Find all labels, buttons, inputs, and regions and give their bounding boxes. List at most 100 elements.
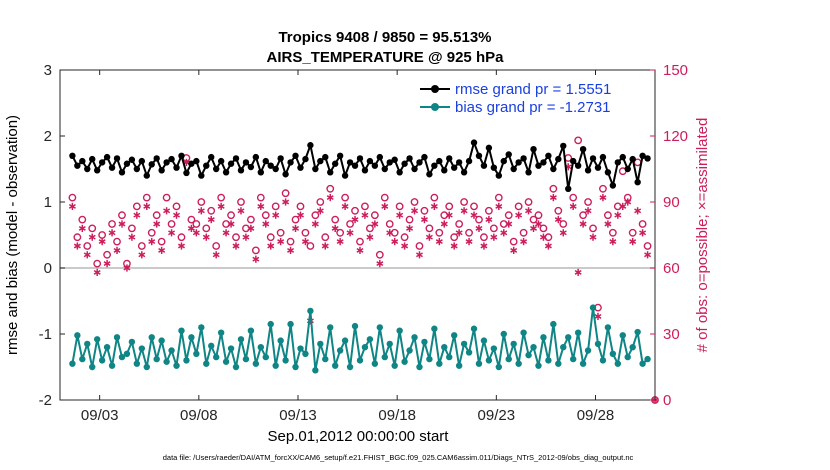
bias-point: [450, 332, 458, 339]
asterisk-stroke: [574, 269, 582, 275]
rmse-point: [133, 165, 141, 173]
rmse-point: [619, 153, 626, 161]
rmse-point: [322, 153, 329, 161]
asterisk-stroke: [415, 252, 423, 258]
obs-assimilated-point: [88, 233, 96, 241]
asterisk-stroke: [103, 261, 111, 267]
bias-point: [560, 344, 567, 351]
obs-assimilated-point: [222, 229, 230, 237]
asterisk-stroke: [624, 199, 632, 205]
bias-point: [227, 345, 235, 352]
obs-assimilated-point: [629, 238, 637, 246]
rmse-point: [183, 169, 190, 177]
asterisk-stroke: [257, 203, 265, 209]
rmse-point: [634, 179, 641, 186]
legend-bias-marker: [431, 103, 439, 111]
bias-point: [198, 324, 205, 331]
asterisk-stroke: [73, 243, 81, 249]
bias-point: [203, 360, 210, 367]
obs-assimilated-point: [435, 238, 443, 246]
obs-possible-point: [118, 211, 126, 220]
asterisk-stroke: [589, 234, 597, 240]
rmse-point: [426, 171, 433, 178]
obs-possible-point: [529, 215, 538, 224]
rmse-point: [579, 146, 587, 153]
rmse-point: [237, 167, 245, 174]
rmse-point: [98, 159, 106, 166]
rmse-point: [421, 153, 428, 161]
rmse-point: [391, 156, 398, 163]
rmse-point: [505, 151, 512, 158]
obs-possible-point: [217, 193, 226, 202]
rmse-point: [282, 171, 289, 178]
asterisk-stroke: [544, 243, 552, 249]
bias-point: [262, 353, 269, 361]
obs-possible-point: [475, 215, 483, 224]
asterisk-stroke: [168, 230, 176, 236]
asterisk-stroke: [341, 203, 349, 209]
asterisk-stroke: [118, 221, 126, 227]
obs-possible-point: [251, 246, 260, 255]
legend: rmse grand pr = 1.5551 bias grand pr = -…: [415, 76, 650, 120]
rmse-point: [69, 152, 76, 159]
obs-possible-point: [227, 211, 235, 220]
obs-assimilated-point: [460, 207, 468, 215]
obs-possible-point: [559, 220, 568, 228]
obs-assimilated-point: [113, 246, 121, 254]
rmse-point: [128, 156, 136, 163]
rmse-point: [252, 153, 260, 161]
asterisk-stroke: [277, 239, 285, 245]
obs-possible-point: [638, 220, 647, 228]
obs-assimilated-point: [554, 216, 562, 224]
obs-possible-point: [579, 211, 588, 220]
obs-assimilated-point: [108, 229, 116, 237]
obs-possible-point: [242, 224, 250, 233]
rmse-point: [84, 165, 91, 173]
rmse-point: [113, 155, 121, 162]
bias-point: [421, 338, 428, 346]
asterisk-stroke: [78, 225, 86, 231]
obs-assimilated-point: [500, 229, 508, 237]
obs-possible-point: [361, 202, 369, 211]
asterisk-stroke: [311, 221, 319, 227]
bias-point: [510, 340, 517, 348]
bias-point: [391, 362, 398, 369]
asterisk-stroke: [619, 203, 627, 209]
obs-possible-point: [445, 202, 454, 211]
obs-assimilated-point: [153, 220, 161, 228]
rmse-point: [272, 165, 279, 173]
obs-possible-point: [212, 242, 221, 250]
rmse-point: [644, 155, 651, 162]
obs-assimilated-point: [520, 238, 528, 246]
rmse-point: [341, 172, 349, 179]
obs-assimilated-point: [321, 242, 329, 250]
x-tick-label: 09/28: [577, 407, 615, 424]
x-tick-label: 09/13: [279, 407, 317, 424]
asterisk-stroke: [222, 230, 230, 236]
bias-point: [242, 355, 250, 363]
rmse-point: [89, 155, 96, 163]
rmse-point: [406, 155, 413, 162]
bias-point: [431, 325, 438, 332]
obs-possible-point: [465, 228, 473, 237]
bias-point: [327, 324, 334, 331]
bias-point: [272, 362, 279, 369]
obs-possible-point: [83, 242, 92, 250]
asterisk-stroke: [356, 247, 364, 253]
obs-assimilated-point: [391, 238, 399, 246]
asterisk-stroke: [346, 230, 354, 236]
bias-point: [84, 340, 91, 348]
asterisk-stroke: [639, 230, 647, 236]
obs-assimilated-point: [282, 198, 290, 206]
obs-possible-point: [455, 220, 464, 228]
bias-point: [113, 334, 121, 341]
asterisk-stroke: [510, 247, 518, 253]
bias-point: [341, 337, 349, 344]
rmse-point: [292, 152, 299, 159]
obs-possible-point: [167, 220, 176, 228]
y-tick-label: 3: [44, 62, 52, 79]
asterisk-stroke: [406, 225, 414, 231]
rmse-point: [510, 165, 517, 173]
asterisk-stroke: [480, 243, 488, 249]
